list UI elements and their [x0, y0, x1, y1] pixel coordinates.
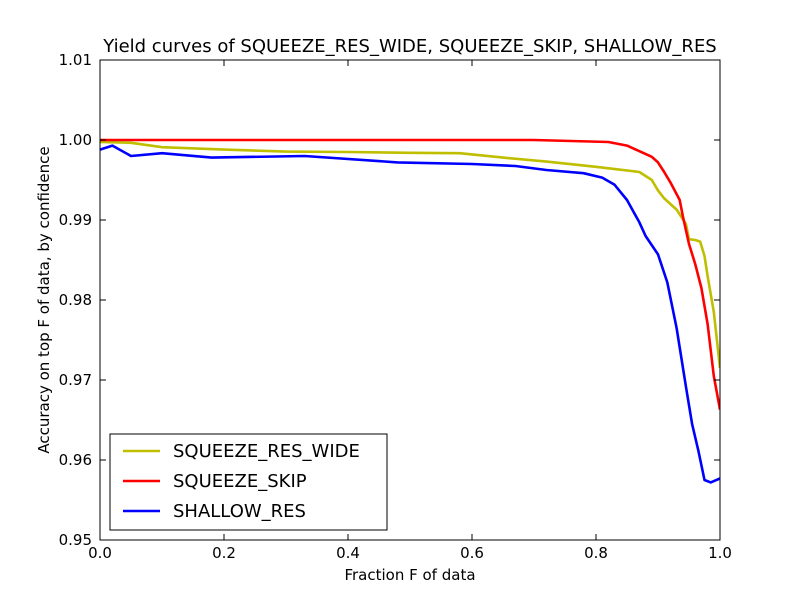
y-tick-label: 0.95 [59, 531, 92, 549]
y-axis-label: Accuracy on top F of data, by confidence [35, 146, 53, 453]
series-line-squeeze-res-wide [100, 140, 720, 369]
legend-label-shallow-res: SHALLOW_RES [173, 501, 306, 522]
y-tick-label: 0.98 [59, 291, 92, 309]
x-axis-label: Fraction F of data [344, 566, 475, 584]
legend-entries: SQUEEZE_RES_WIDE SQUEEZE_SKIP SHALLOW_RES [123, 441, 360, 522]
legend-label-squeeze-res-wide: SQUEEZE_RES_WIDE [173, 441, 360, 462]
x-tick-label: 0.0 [88, 544, 112, 562]
series-group [100, 138, 720, 484]
x-tick-label: 0.2 [212, 544, 236, 562]
y-tick-label: 1.00 [59, 131, 92, 149]
legend-label-squeeze-skip: SQUEEZE_SKIP [173, 471, 307, 492]
chart-title: Yield curves of SQUEEZE_RES_WIDE, SQUEEZ… [102, 36, 717, 57]
series-line-shallow-res [100, 144, 720, 484]
x-tick-label: 0.4 [336, 544, 360, 562]
y-tick-label: 0.97 [59, 371, 92, 389]
y-tick-label: 1.01 [59, 51, 92, 69]
y-tick-label: 0.96 [59, 451, 92, 469]
x-tick-label: 1.0 [708, 544, 732, 562]
x-tick-label: 0.6 [460, 544, 484, 562]
series-line-squeeze-skip [100, 138, 720, 410]
legend: SQUEEZE_RES_WIDE SQUEEZE_SKIP SHALLOW_RES [109, 433, 388, 531]
x-tick-label: 0.8 [584, 544, 608, 562]
ticks-group: 0.0 0.2 0.4 0.6 0.8 1.0 0.95 0.96 0.97 0.98 0.99 1.… [59, 51, 732, 562]
y-tick-label: 0.99 [59, 211, 92, 229]
